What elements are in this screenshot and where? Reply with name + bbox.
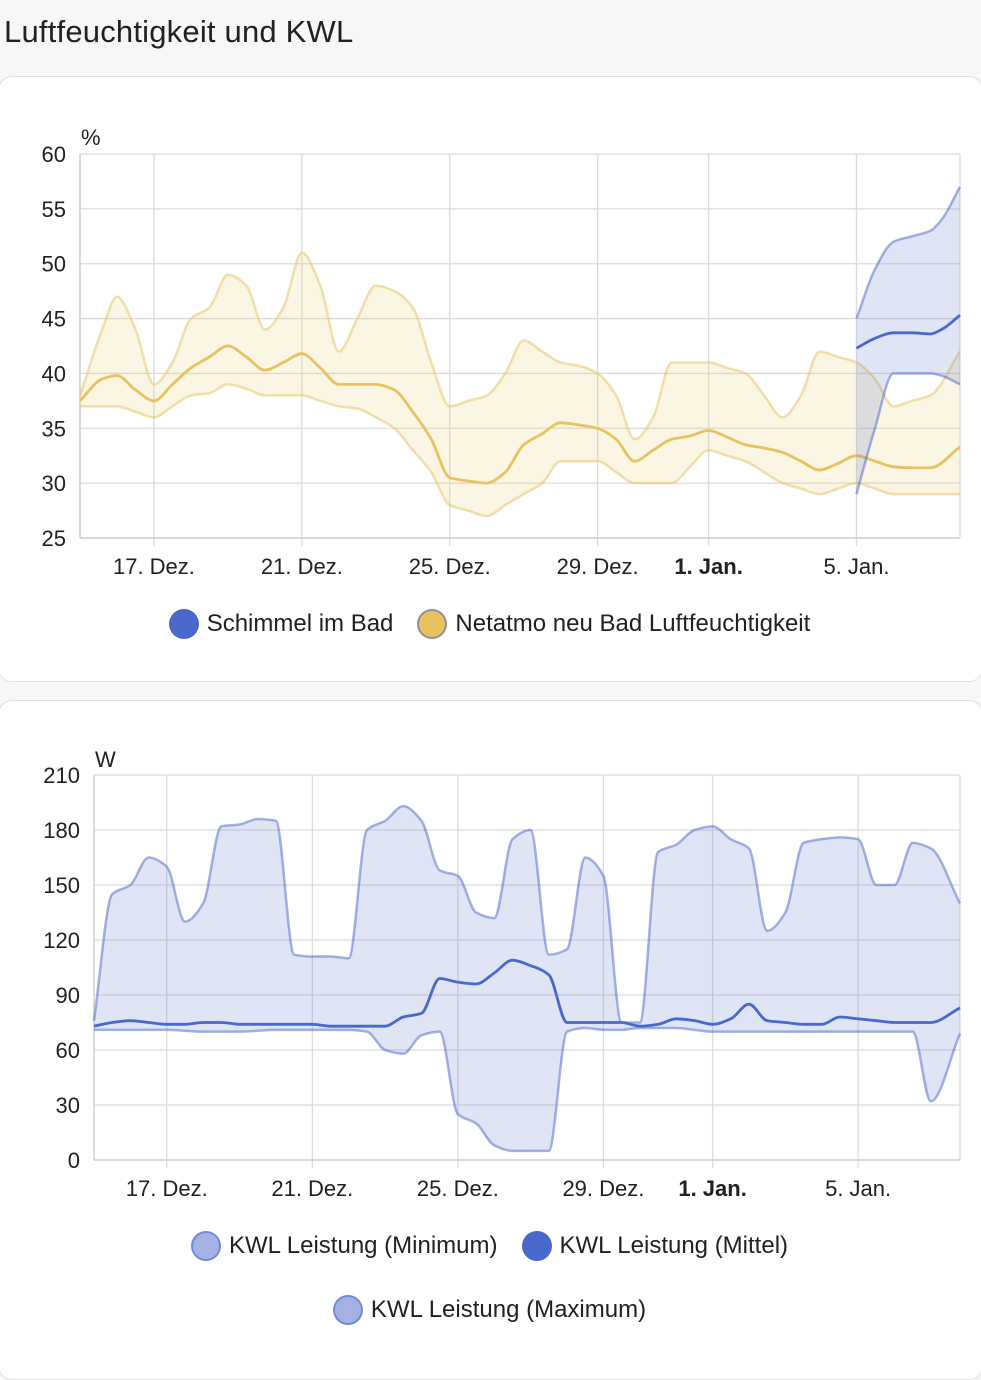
kwl-ytick-label: 180 bbox=[43, 818, 80, 843]
kwl-legend-swatch bbox=[190, 1231, 221, 1261]
humidity-ytick-label: 45 bbox=[42, 307, 66, 332]
kwl-chart-legend-row-2: KWL Leistung (Maximum) bbox=[0, 1295, 980, 1325]
humidity-schimmel-im-bad-min-line bbox=[855, 372, 961, 495]
humidity-netatmo-neu-bad-luftfeuchtigkeit-mean-line bbox=[79, 344, 961, 485]
humidity-netatmo-neu-bad-luftfeuchtigkeit-min-line bbox=[80, 383, 960, 518]
humidity-schimmel-im-bad-range-area bbox=[856, 186, 960, 495]
kwl-ytick-label: 0 bbox=[68, 1148, 80, 1173]
kwl-legend-item[interactable]: KWL Leistung (Mittel) bbox=[521, 1231, 789, 1261]
humidity-legend-item[interactable]: Netatmo neu Bad Luftfeuchtigkeit bbox=[417, 609, 810, 639]
kwl-legend-label: KWL Leistung (Maximum) bbox=[370, 1296, 647, 1323]
humidity-ytick-label: 35 bbox=[42, 416, 66, 441]
humidity-netatmo-neu-bad-luftfeuchtigkeit-max-line bbox=[78, 251, 962, 441]
humidity-xtick-label: 17. Dez. bbox=[113, 554, 195, 579]
humidity-chart-card: 25 30 35 40 45 50 55 60 17. Dez. 21. Dez. 25. Dez.… bbox=[0, 76, 981, 682]
humidity-ytick-label: 40 bbox=[42, 361, 66, 386]
humidity-legend-label: Netatmo neu Bad Luftfeuchtigkeit bbox=[455, 610, 811, 637]
kwl-xtick-label: 21. Dez. bbox=[271, 1176, 353, 1201]
kwl-chart-card: 0 30 60 90 120 150 180 210 17. Dez. 21. Dez. 25. D… bbox=[0, 700, 981, 1380]
humidity-legend-label: Schimmel im Bad bbox=[206, 610, 394, 637]
kwl-xtick-label: 25. Dez. bbox=[417, 1176, 499, 1201]
kwl-legend-swatch bbox=[521, 1231, 552, 1261]
humidity-legend-swatch bbox=[417, 609, 448, 639]
humidity-chart: 25 30 35 40 45 50 55 60 17. Dez. 21. Dez. 25. Dez.… bbox=[42, 125, 962, 579]
kwl-xtick-label: 29. Dez. bbox=[562, 1176, 644, 1201]
kwl-ytick-label: 90 bbox=[56, 983, 80, 1008]
kwl-ytick-label: 30 bbox=[56, 1093, 80, 1118]
kwl-ytick-label: 150 bbox=[43, 873, 80, 898]
humidity-unit-label: % bbox=[81, 125, 101, 150]
humidity-netatmo-neu-bad-luftfeuchtigkeit-range-area bbox=[80, 252, 960, 517]
humidity-xtick-label: 21. Dez. bbox=[261, 554, 343, 579]
kwl-kwl-leistung-mittel-mean-line bbox=[93, 958, 961, 1028]
kwl-kwl-leistung-mittel-range-area bbox=[94, 806, 960, 1151]
kwl-legend-item[interactable]: KWL Leistung (Maximum) bbox=[332, 1295, 647, 1325]
humidity-xtick-label: 25. Dez. bbox=[409, 554, 491, 579]
humidity-schimmel-im-bad-max-line bbox=[855, 186, 962, 320]
humidity-ytick-label: 30 bbox=[42, 471, 66, 496]
kwl-kwl-leistung-mittel-max-line bbox=[92, 804, 962, 1024]
kwl-kwl-leistung-mittel-min-line bbox=[94, 1026, 962, 1153]
page-title: Luftfeuchtigkeit und KWL bbox=[4, 14, 354, 49]
kwl-legend-label: KWL Leistung (Mittel) bbox=[559, 1232, 789, 1259]
humidity-xtick-label: 29. Dez. bbox=[557, 554, 639, 579]
humidity-schimmel-im-bad-mean-line bbox=[855, 314, 961, 350]
kwl-legend-label: KWL Leistung (Minimum) bbox=[228, 1232, 498, 1259]
kwl-ytick-label: 210 bbox=[43, 763, 80, 788]
kwl-xtick-label: 5. Jan. bbox=[825, 1176, 891, 1201]
humidity-ytick-label: 55 bbox=[42, 197, 66, 222]
kwl-chart-legend-row-1: KWL Leistung (Minimum) KWL Leistung (Mitt… bbox=[0, 1231, 980, 1261]
kwl-unit-label: W bbox=[95, 747, 116, 772]
humidity-chart-legend: Schimmel im Bad Netatmo neu Bad Luftfeuch… bbox=[0, 609, 980, 639]
kwl-power-chart: 0 30 60 90 120 150 180 210 17. Dez. 21. Dez. 25. D… bbox=[43, 747, 962, 1201]
humidity-xtick-label: 1. Jan. bbox=[674, 554, 742, 579]
humidity-legend-item[interactable]: Schimmel im Bad bbox=[168, 609, 394, 639]
kwl-legend-item[interactable]: KWL Leistung (Minimum) bbox=[190, 1231, 498, 1261]
humidity-ytick-label: 50 bbox=[42, 252, 66, 277]
kwl-xtick-label: 1. Jan. bbox=[678, 1176, 746, 1201]
humidity-xtick-label: 5. Jan. bbox=[823, 554, 889, 579]
kwl-legend-swatch bbox=[332, 1295, 363, 1325]
humidity-ytick-label: 60 bbox=[42, 142, 66, 167]
kwl-xtick-label: 17. Dez. bbox=[126, 1176, 208, 1201]
kwl-ytick-label: 120 bbox=[43, 928, 80, 953]
kwl-ytick-label: 60 bbox=[56, 1038, 80, 1063]
humidity-ytick-label: 25 bbox=[42, 526, 66, 551]
humidity-legend-swatch bbox=[168, 609, 199, 639]
